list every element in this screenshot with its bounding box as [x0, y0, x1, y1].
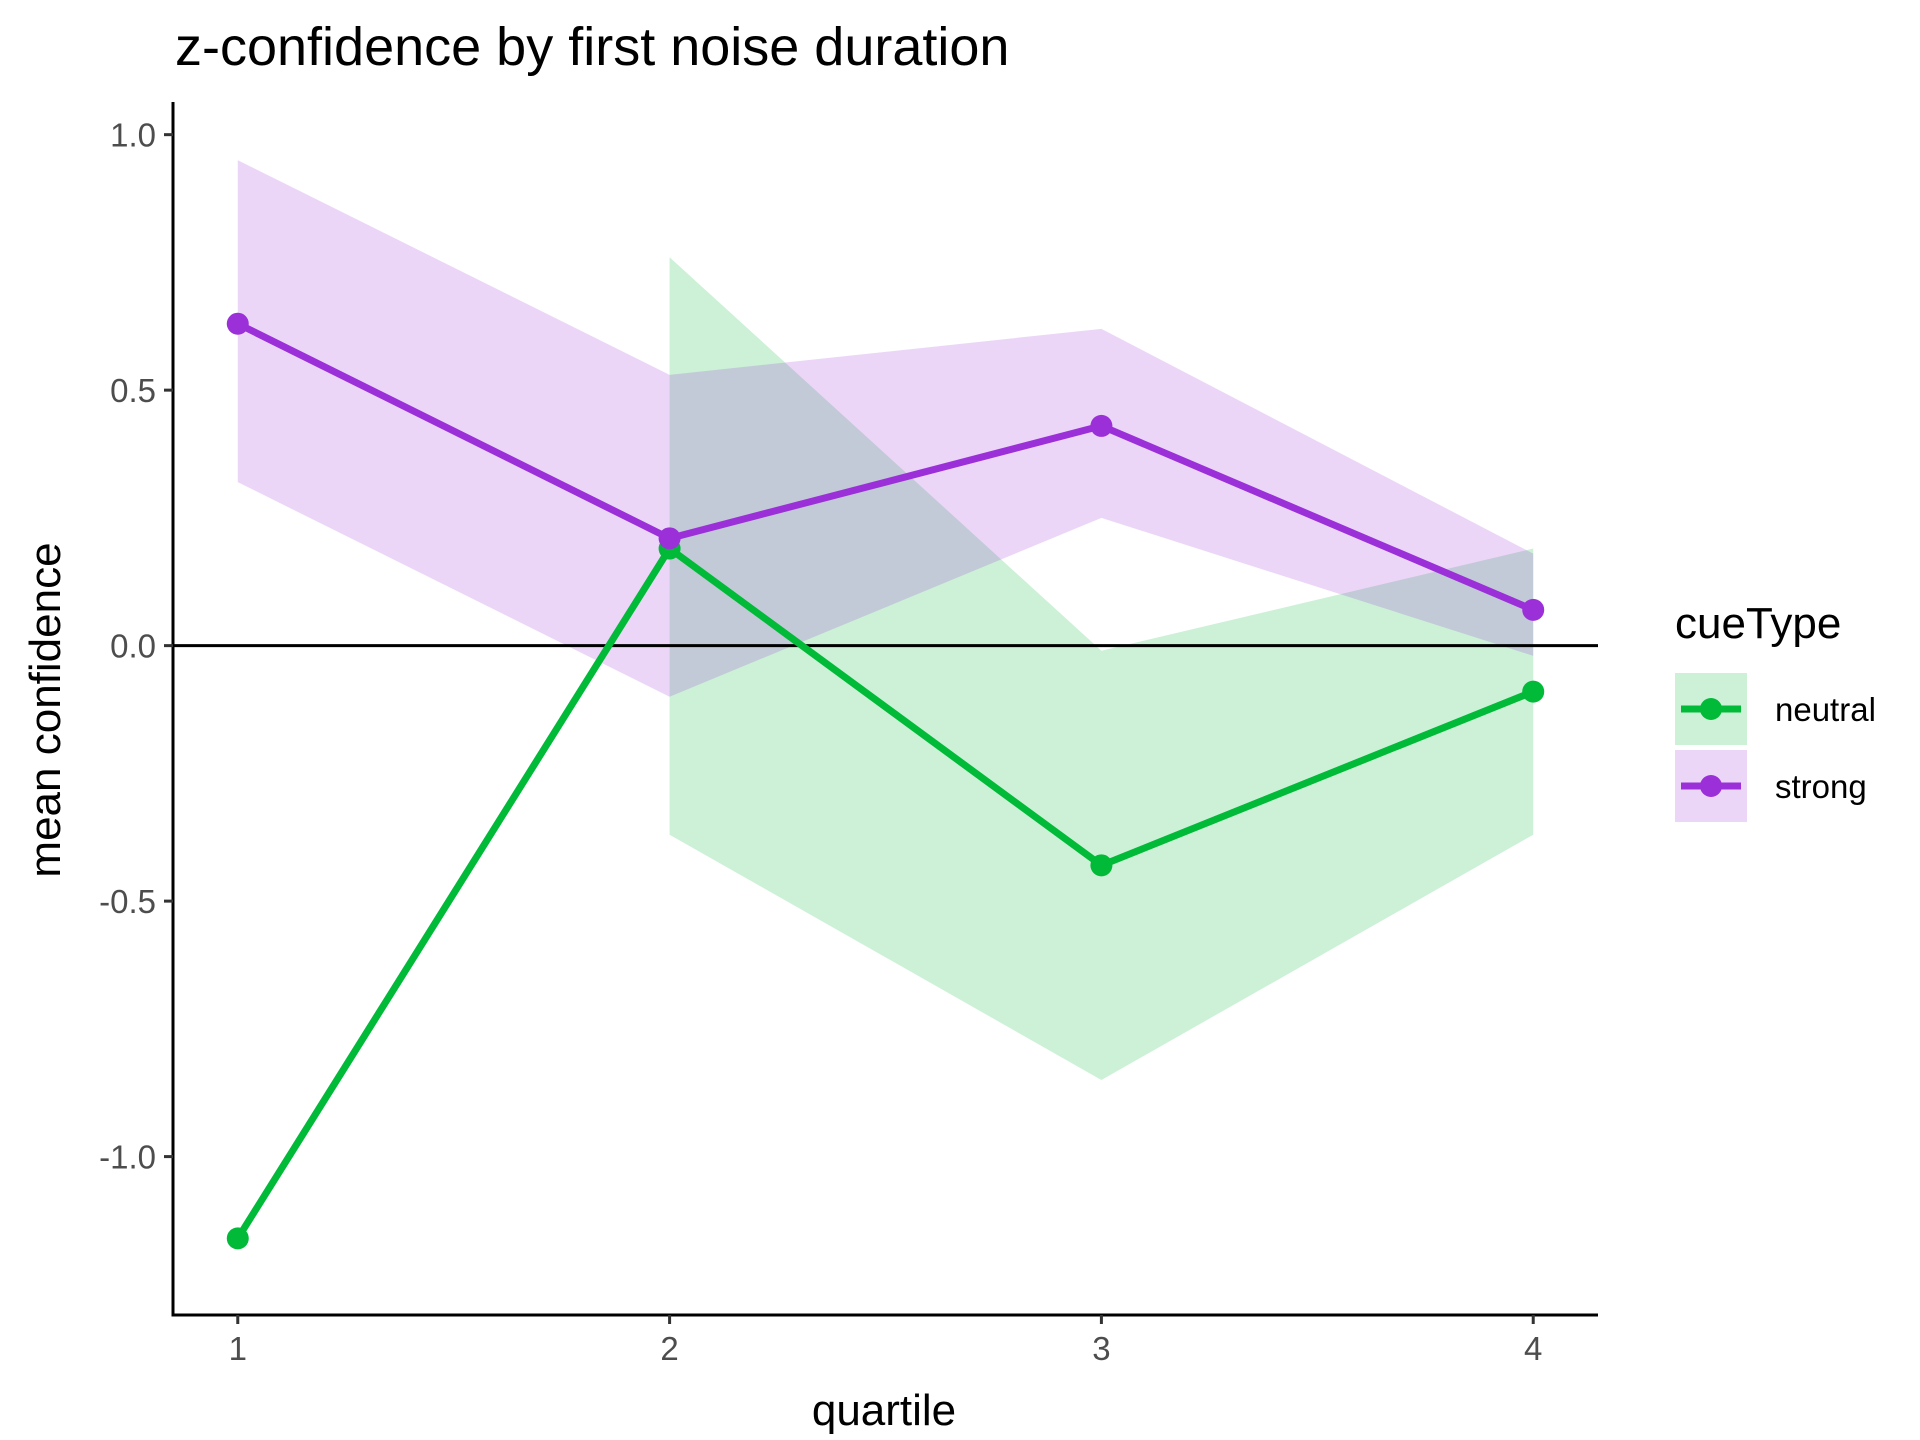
line-neutral — [234, 545, 1535, 1241]
y-tick-label: -0.5 — [99, 883, 156, 920]
x-tick-label: 4 — [1524, 1330, 1542, 1367]
legend-label: neutral — [1775, 691, 1876, 728]
legend-key-point — [1700, 775, 1722, 797]
y-tick-label: -1.0 — [99, 1139, 156, 1176]
legend: cueType neutral strong — [1675, 599, 1876, 822]
x-axis-title: quartile — [812, 1386, 956, 1435]
y-axis-title: mean confidence — [21, 542, 70, 877]
ribbon-strong — [237, 160, 1534, 697]
legend-item-neutral: neutral — [1675, 673, 1876, 745]
y-tick-label: 1.0 — [110, 117, 156, 154]
legend-key-point — [1700, 698, 1722, 720]
legend-label: strong — [1775, 768, 1867, 805]
point-strong-4 — [1522, 598, 1545, 621]
chart-title: z-confidence by first noise duration — [175, 17, 1009, 77]
confidence-ribbons — [237, 160, 1534, 1080]
series-points — [226, 312, 1545, 1250]
point-strong-3 — [1090, 414, 1113, 437]
x-tick-label: 3 — [1092, 1330, 1110, 1367]
axes: 1.0 0.5 0.0 -0.5 -1.0 1 2 3 4 — [99, 102, 1598, 1367]
y-tick-label: 0.0 — [110, 628, 156, 665]
point-neutral-4 — [1522, 680, 1545, 703]
point-strong-2 — [658, 527, 681, 550]
point-neutral-1 — [226, 1227, 249, 1250]
line-strong — [236, 320, 1535, 614]
point-strong-1 — [226, 312, 249, 335]
series-lines — [234, 320, 1535, 1241]
x-tick-label: 1 — [229, 1330, 247, 1367]
x-tick-label: 2 — [660, 1330, 678, 1367]
legend-title: cueType — [1675, 599, 1841, 648]
legend-item-strong: strong — [1675, 750, 1867, 822]
ribbon-neutral — [669, 257, 1534, 1080]
y-tick-label: 0.5 — [110, 372, 156, 409]
point-neutral-3 — [1090, 854, 1113, 877]
